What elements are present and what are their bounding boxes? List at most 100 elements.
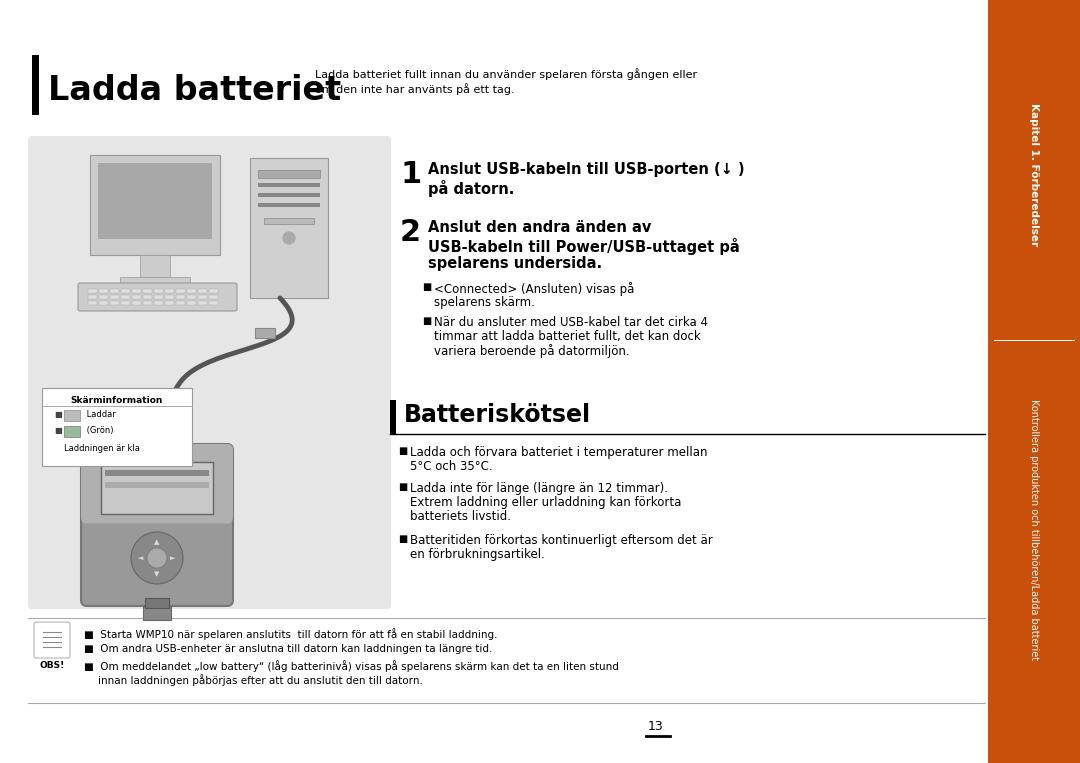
Text: Extrem laddning eller urladdning kan förkorta: Extrem laddning eller urladdning kan för…	[410, 496, 681, 509]
Bar	[198, 301, 207, 305]
Text: 13: 13	[648, 720, 664, 733]
Text: ■: ■	[399, 482, 407, 492]
Text: OBS!: OBS!	[39, 661, 65, 670]
FancyBboxPatch shape	[28, 136, 391, 609]
Text: ■: ■	[422, 282, 431, 292]
Bar	[210, 289, 218, 293]
Text: spelarens skärm.: spelarens skärm.	[434, 296, 535, 309]
Bar	[988, 0, 1080, 763]
FancyBboxPatch shape	[33, 622, 70, 658]
Text: ◄: ◄	[138, 555, 144, 561]
Bar	[145, 598, 168, 608]
Bar	[87, 289, 97, 293]
Bar	[255, 328, 275, 338]
Bar	[42, 388, 192, 466]
Bar	[249, 158, 328, 298]
Bar	[132, 289, 141, 293]
Bar	[120, 277, 190, 283]
Bar	[176, 301, 185, 305]
Text: en förbrukningsartikel.: en förbrukningsartikel.	[410, 548, 545, 561]
Bar	[99, 289, 108, 293]
Bar	[143, 606, 171, 620]
Text: Laddar: Laddar	[84, 410, 116, 419]
Bar	[121, 295, 130, 299]
Text: spelarens undersida.: spelarens undersida.	[428, 256, 603, 271]
Text: Ladda och förvara batteriet i temperaturer mellan: Ladda och förvara batteriet i temperatur…	[410, 446, 707, 459]
Text: 5°C och 35°C.: 5°C och 35°C.	[410, 460, 492, 473]
Text: ■  Om andra USB-enheter är anslutna till datorn kan laddningen ta längre tid.: ■ Om andra USB-enheter är anslutna till …	[84, 644, 492, 654]
Bar	[264, 218, 314, 224]
Bar	[98, 163, 212, 239]
Bar	[105, 482, 210, 488]
Bar	[87, 295, 97, 299]
Bar	[90, 155, 220, 255]
Bar	[210, 301, 218, 305]
Text: Ladda inte för länge (längre än 12 timmar).: Ladda inte för länge (längre än 12 timma…	[410, 482, 669, 495]
Bar	[258, 193, 320, 197]
Text: Batteriskötsel: Batteriskötsel	[404, 403, 591, 427]
Bar	[102, 462, 213, 514]
Text: USB-kabeln till Power/USB-uttaget på: USB-kabeln till Power/USB-uttaget på	[428, 238, 740, 255]
Bar	[176, 295, 185, 299]
Bar	[187, 301, 195, 305]
Text: ▲: ▲	[154, 539, 160, 545]
Bar	[132, 301, 141, 305]
Text: ■: ■	[399, 446, 407, 456]
Bar	[165, 295, 174, 299]
Text: 1: 1	[400, 160, 421, 189]
Bar	[165, 289, 174, 293]
Bar	[87, 301, 97, 305]
Text: Anslut USB-kabeln till USB-porten (↓ ): Anslut USB-kabeln till USB-porten (↓ )	[428, 162, 744, 177]
Text: Ladda batteriet fullt innan du använder spelaren första gången eller: Ladda batteriet fullt innan du använder …	[315, 68, 697, 80]
Bar	[258, 170, 320, 178]
FancyBboxPatch shape	[81, 444, 233, 523]
Text: ►: ►	[171, 555, 176, 561]
Text: ■  Om meddelandet „low battery“ (låg batterinivå) visas på spelarens skärm kan d: ■ Om meddelandet „low battery“ (låg batt…	[84, 660, 619, 672]
Bar	[258, 183, 320, 187]
Bar	[132, 295, 141, 299]
Text: ▼: ▼	[154, 571, 160, 577]
Text: Skärminformation: Skärminformation	[71, 396, 163, 405]
Text: Batteritiden förkortas kontinuerligt eftersom det är: Batteritiden förkortas kontinuerligt eft…	[410, 534, 713, 547]
Bar	[140, 255, 170, 277]
Text: ■: ■	[422, 316, 431, 326]
FancyBboxPatch shape	[78, 283, 237, 311]
Bar	[143, 289, 152, 293]
Bar	[198, 295, 207, 299]
Bar	[121, 289, 130, 293]
Text: om den inte har använts på ett tag.: om den inte har använts på ett tag.	[315, 83, 515, 95]
Bar	[105, 470, 210, 476]
Bar	[99, 295, 108, 299]
Bar	[64, 426, 80, 437]
Bar	[143, 295, 152, 299]
Text: ■  Starta WMP10 när spelaren anslutits  till datorn för att få en stabil laddnin: ■ Starta WMP10 när spelaren anslutits ti…	[84, 628, 498, 640]
Bar	[165, 301, 174, 305]
Text: innan laddningen påbörjas efter att du anslutit den till datorn.: innan laddningen påbörjas efter att du a…	[98, 674, 423, 686]
Text: 2: 2	[400, 218, 421, 247]
Text: Ladda batteriet: Ladda batteriet	[48, 73, 341, 107]
Text: Kapitel 1. Förberedelser: Kapitel 1. Förberedelser	[1029, 104, 1039, 246]
Bar	[110, 301, 119, 305]
Bar	[210, 295, 218, 299]
Text: ■: ■	[54, 410, 62, 419]
Text: När du ansluter med USB-kabel tar det cirka 4: När du ansluter med USB-kabel tar det ci…	[434, 316, 708, 329]
Bar	[64, 410, 80, 421]
Text: batteriets livstid.: batteriets livstid.	[410, 510, 511, 523]
Bar	[198, 289, 207, 293]
Text: ■: ■	[399, 534, 407, 544]
Text: (Grön): (Grön)	[84, 426, 113, 435]
Bar	[154, 295, 163, 299]
Bar	[390, 400, 396, 434]
Text: <Connected> (Ansluten) visas på: <Connected> (Ansluten) visas på	[434, 282, 634, 296]
Bar	[110, 289, 119, 293]
Circle shape	[147, 548, 167, 568]
Bar	[258, 203, 320, 207]
Text: variera beroende på datormiljön.: variera beroende på datormiljön.	[434, 344, 630, 358]
Bar	[154, 289, 163, 293]
Bar	[176, 289, 185, 293]
Bar	[187, 289, 195, 293]
Bar	[121, 301, 130, 305]
Text: Kontrollera produkten och tillbehören/Ladda batteriet: Kontrollera produkten och tillbehören/La…	[1029, 400, 1039, 661]
Text: timmar att ladda batteriet fullt, det kan dock: timmar att ladda batteriet fullt, det ka…	[434, 330, 701, 343]
Text: ■: ■	[54, 426, 62, 435]
